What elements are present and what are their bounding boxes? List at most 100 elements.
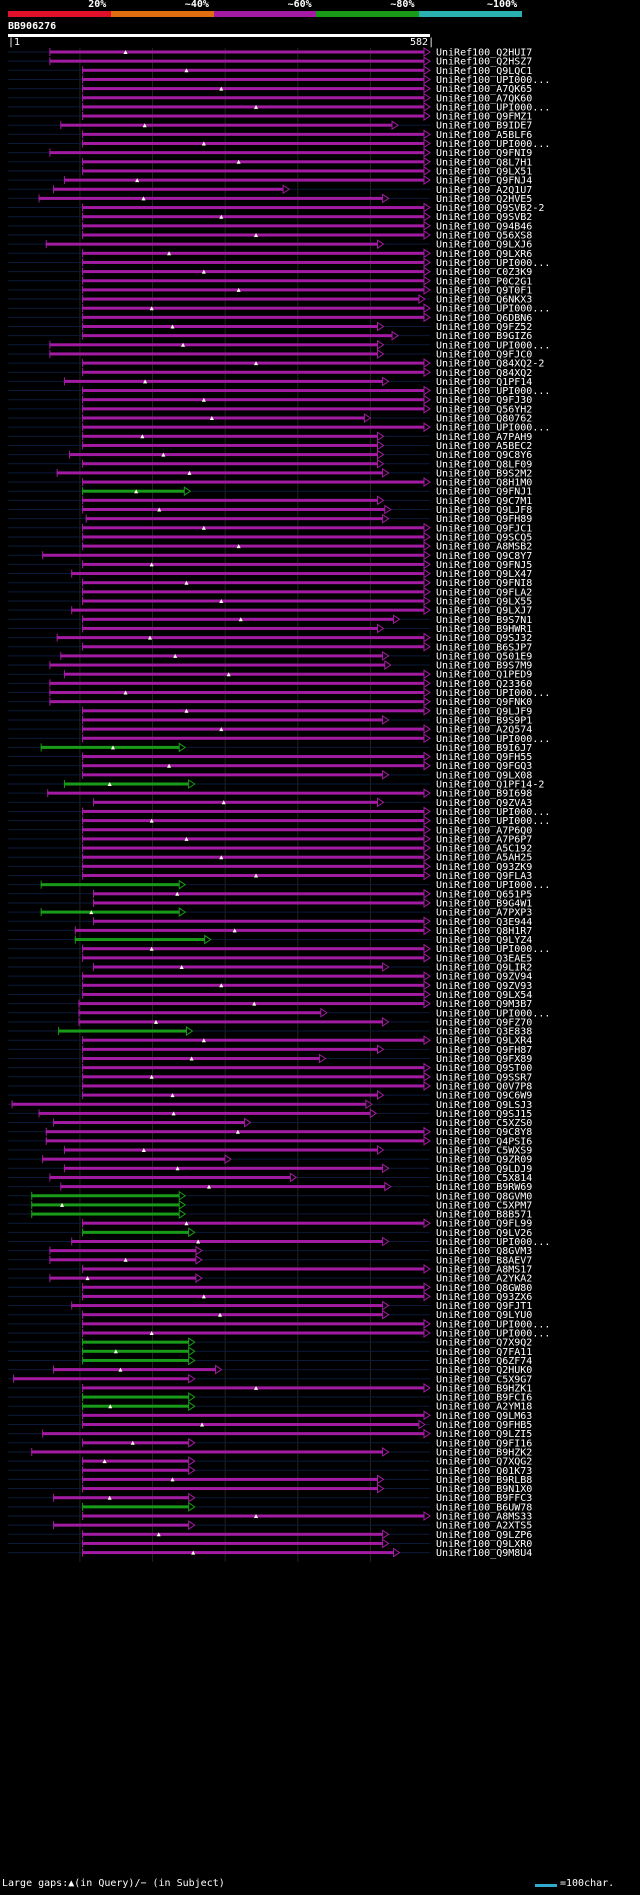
hit-row[interactable]: UniRef100_Q2HUI7 [8, 47, 532, 59]
hit-row[interactable]: UniRef100_Q651P5 [8, 888, 532, 900]
hit-row[interactable]: UniRef100_Q9FNJ5 [8, 559, 532, 571]
hit-row[interactable]: UniRef100_B9HZK1 [8, 1382, 532, 1394]
hit-row[interactable]: UniRef100_Q6ZF74 [8, 1355, 532, 1367]
hit-row[interactable]: UniRef100_Q9FJC1 [8, 522, 532, 534]
hit-row[interactable]: UniRef100_UPI000... [8, 339, 550, 351]
hit-row[interactable]: UniRef100_Q9ZV93 [8, 980, 532, 992]
hit-row[interactable]: UniRef100_A8MSB2 [8, 541, 532, 553]
hit-row[interactable]: UniRef100_B9FFC3 [8, 1492, 532, 1504]
hit-row[interactable]: UniRef100_Q9FNK0 [8, 696, 532, 708]
hit-row[interactable]: UniRef100_A2Q574 [8, 724, 532, 736]
hit-row[interactable]: UniRef100_B9S7M9 [8, 660, 532, 672]
hit-row[interactable]: UniRef100_Q9FZ52 [8, 321, 532, 333]
hit-row[interactable]: UniRef100_Q9LXJ6 [8, 239, 532, 251]
hit-row[interactable]: UniRef100_P0C2G1 [8, 275, 532, 287]
hit-row[interactable]: UniRef100_Q8LF09 [8, 458, 532, 470]
hit-row[interactable]: UniRef100_Q23360 [8, 678, 532, 690]
hit-row[interactable]: UniRef100_B9RW69 [8, 1181, 532, 1193]
hit-row[interactable]: UniRef100_Q4PSI6 [8, 1135, 532, 1147]
hit-row[interactable]: UniRef100_Q3E838 [8, 1026, 532, 1038]
hit-row[interactable]: UniRef100_Q9LXR4 [8, 1035, 532, 1047]
hit-row[interactable]: UniRef100_Q9SJ32 [8, 632, 532, 644]
hit-row[interactable]: UniRef100_Q9FNJ4 [8, 175, 532, 187]
hit-row[interactable]: UniRef100_Q9FX89 [8, 1053, 532, 1065]
hit-row[interactable]: UniRef100_B8B571 [8, 1209, 532, 1221]
hit-row[interactable]: UniRef100_Q9LJF9 [8, 705, 532, 717]
hit-row[interactable]: UniRef100_Q2HSZ7 [8, 56, 532, 68]
hit-row[interactable]: UniRef100_Q9SJ15 [8, 1108, 532, 1120]
hit-row[interactable]: UniRef100_Q9SSR7 [8, 1071, 532, 1083]
hit-row[interactable]: UniRef100_Q8H1R7 [8, 925, 532, 937]
hit-row[interactable]: UniRef100_Q9LDJ9 [8, 1163, 532, 1175]
hit-row[interactable]: UniRef100_Q9LX55 [8, 596, 532, 608]
hit-row[interactable]: UniRef100_Q1PF14-2 [8, 779, 544, 791]
hit-row[interactable]: UniRef100_Q84XQ2-2 [8, 358, 544, 370]
hit-row[interactable]: UniRef100_Q9ST00 [8, 1062, 532, 1074]
hit-row[interactable]: UniRef100_UPI000... [8, 1007, 550, 1019]
hit-row[interactable]: UniRef100_A2YKA2 [8, 1273, 532, 1285]
hit-row[interactable]: UniRef100_Q3EAE5 [8, 952, 532, 964]
hit-row[interactable]: UniRef100_A2YM18 [8, 1401, 532, 1413]
hit-row[interactable]: UniRef100_UPI000... [8, 815, 550, 827]
hit-row[interactable]: UniRef100_Q2HUK0 [8, 1364, 532, 1376]
hit-row[interactable]: UniRef100_A7QK60 [8, 92, 532, 104]
hit-row[interactable]: UniRef100_Q9FH55 [8, 751, 532, 763]
hit-row[interactable]: UniRef100_Q9LIR2 [8, 962, 532, 974]
hit-row[interactable]: UniRef100_Q9FZ70 [8, 1016, 532, 1028]
hit-row[interactable]: UniRef100_Q6DBN6 [8, 312, 532, 324]
hit-row[interactable]: UniRef100_Q9LX51 [8, 166, 532, 177]
hit-row[interactable]: UniRef100_Q7XQG2 [8, 1456, 532, 1468]
hit-row[interactable]: UniRef100_Q9LX47 [8, 568, 532, 580]
hit-row[interactable]: UniRef100_Q9LYU0 [8, 1309, 532, 1321]
hit-row[interactable]: UniRef100_B9GIZ6 [8, 330, 532, 342]
hit-row[interactable]: UniRef100_C5XPM7 [8, 1199, 532, 1211]
hit-row[interactable]: UniRef100_B9N1X0 [8, 1483, 532, 1495]
hit-row[interactable]: UniRef100_A8MS17 [8, 1264, 532, 1275]
hit-row[interactable]: UniRef100_Q01K73 [8, 1465, 532, 1477]
hit-row[interactable]: UniRef100_Q8GVM3 [8, 1245, 532, 1257]
hit-row[interactable]: UniRef100_Q9FNJ1 [8, 486, 532, 498]
hit-row[interactable]: UniRef100_Q8GW80 [8, 1282, 532, 1294]
hit-row[interactable]: UniRef100_Q8L7H1 [8, 156, 532, 168]
hit-row[interactable]: UniRef100_A5AH25 [8, 852, 532, 864]
hit-row[interactable]: UniRef100_Q9LJF8 [8, 504, 532, 516]
hit-row[interactable]: UniRef100_UPI000... [8, 138, 550, 150]
hit-row[interactable]: UniRef100_Q9C6W9 [8, 1090, 532, 1102]
hit-row[interactable]: UniRef100_A7PXP3 [8, 907, 532, 919]
hit-row[interactable]: UniRef100_A2Q1U7 [8, 184, 532, 196]
hit-row[interactable]: UniRef100_UPI000... [8, 1318, 550, 1330]
hit-row[interactable]: UniRef100_UPI000... [8, 303, 550, 315]
hit-row[interactable]: UniRef100_Q94B46 [8, 220, 532, 232]
hit-row[interactable]: UniRef100_Q2HVE5 [8, 193, 532, 205]
hit-row[interactable]: UniRef100_Q9FH87 [8, 1044, 532, 1056]
hit-row[interactable]: UniRef100_Q9LXR6 [8, 248, 532, 260]
hit-row[interactable]: UniRef100_Q9FL99 [8, 1218, 532, 1230]
hit-row[interactable]: UniRef100_Q80762 [8, 413, 532, 425]
hit-row[interactable]: UniRef100_Q8GVM0 [8, 1190, 532, 1202]
hit-row[interactable]: UniRef100_UPI000... [8, 733, 550, 745]
hit-row[interactable]: UniRef100_B9S9P1 [8, 715, 532, 726]
hit-row[interactable]: UniRef100_Q3E944 [8, 916, 532, 928]
hit-row[interactable]: UniRef100_Q7FA11 [8, 1346, 532, 1358]
hit-row[interactable]: UniRef100_C5X814 [8, 1172, 532, 1184]
hit-row[interactable]: UniRef100_A7PAH9 [8, 431, 532, 443]
hit-row[interactable]: UniRef100_Q1PED9 [8, 669, 532, 681]
hit-row[interactable]: UniRef100_C5XZS0 [8, 1117, 532, 1129]
hit-row[interactable]: UniRef100_Q9LSJ3 [8, 1099, 532, 1111]
hit-row[interactable]: UniRef100_Q56YH2 [8, 403, 532, 415]
hit-row[interactable]: UniRef100_UPI000... [8, 687, 550, 699]
hit-row[interactable]: UniRef100_Q9C8Y6 [8, 449, 532, 461]
hit-row[interactable]: UniRef100_B9S2M2 [8, 467, 532, 479]
hit-row[interactable]: UniRef100_Q9FJ30 [8, 394, 532, 406]
hit-row[interactable]: UniRef100_Q501E9 [8, 650, 532, 662]
hit-row[interactable]: UniRef100_Q9C7M1 [8, 495, 532, 507]
hit-row[interactable]: UniRef100_Q9LZP6 [8, 1529, 532, 1541]
hit-row[interactable]: UniRef100_Q8H1M0 [8, 477, 532, 489]
hit-row[interactable]: UniRef100_Q0V7P8 [8, 1081, 532, 1092]
hit-row[interactable]: UniRef100_Q9FLA3 [8, 870, 532, 882]
hit-row[interactable]: UniRef100_UPI000... [8, 74, 550, 86]
hit-row[interactable]: UniRef100_A5BEC2 [8, 440, 532, 452]
hit-row[interactable]: UniRef100_Q9LX08 [8, 769, 532, 781]
hit-row[interactable]: UniRef100_UPI000... [8, 257, 550, 269]
hit-row[interactable]: UniRef100_B9I6J7 [8, 742, 532, 754]
